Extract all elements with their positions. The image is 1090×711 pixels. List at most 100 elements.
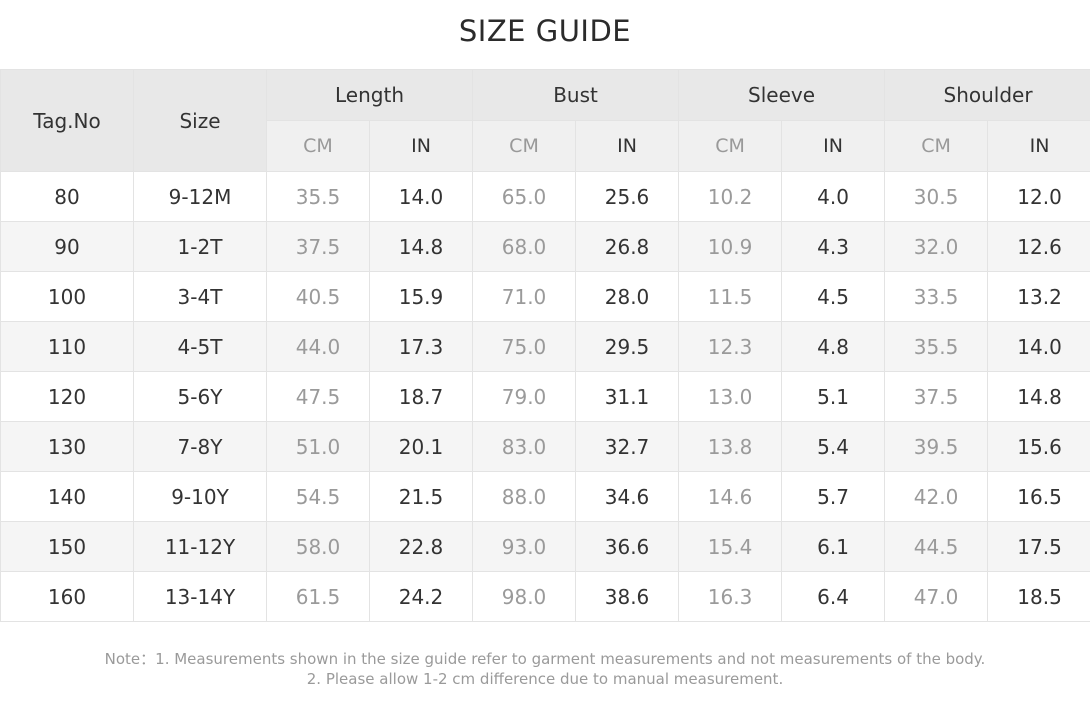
cell-size: 9-10Y xyxy=(133,471,267,522)
cell-length-cm: 58.0 xyxy=(266,521,370,572)
table-row: 110 4-5T 44.0 17.3 75.0 29.5 12.3 4.8 35.5 14.0 xyxy=(0,321,1090,372)
cell-sleeve-cm: 16.3 xyxy=(678,571,783,622)
cell-tag-no: 100 xyxy=(0,271,134,322)
cell-sleeve-cm: 10.2 xyxy=(678,171,783,222)
cell-size: 4-5T xyxy=(133,321,267,372)
cell-size: 13-14Y xyxy=(133,571,267,622)
cell-shoulder-cm: 44.5 xyxy=(884,521,989,572)
header-sleeve-cm: CM xyxy=(678,120,783,172)
cell-sleeve-in: 5.1 xyxy=(781,371,886,422)
cell-length-in: 24.2 xyxy=(368,571,474,622)
cell-sleeve-cm: 12.3 xyxy=(678,321,783,372)
cell-shoulder-in: 12.6 xyxy=(987,221,1090,272)
cell-sleeve-in: 4.8 xyxy=(781,321,886,372)
cell-sleeve-in: 6.4 xyxy=(781,571,886,622)
cell-bust-in: 31.1 xyxy=(575,371,680,422)
cell-shoulder-in: 13.2 xyxy=(987,271,1090,322)
table-row: 90 1-2T 37.5 14.8 68.0 26.8 10.9 4.3 32.0 12.6 xyxy=(0,221,1090,272)
header-length: Length xyxy=(265,69,474,121)
cell-tag-no: 80 xyxy=(0,171,134,222)
cell-bust-in: 28.0 xyxy=(575,271,680,322)
cell-length-in: 20.1 xyxy=(368,421,474,472)
size-table: Tag.No Size Length Bust Sleeve Shoulder … xyxy=(0,69,1090,622)
cell-bust-in: 32.7 xyxy=(575,421,680,472)
cell-length-cm: 40.5 xyxy=(266,271,370,322)
header-shoulder-cm: CM xyxy=(884,120,989,172)
cell-shoulder-cm: 47.0 xyxy=(884,571,989,622)
cell-bust-cm: 65.0 xyxy=(472,171,577,222)
cell-size: 9-12M xyxy=(133,171,267,222)
cell-length-cm: 47.5 xyxy=(266,371,370,422)
cell-shoulder-in: 17.5 xyxy=(987,521,1090,572)
cell-sleeve-cm: 13.0 xyxy=(678,371,783,422)
cell-bust-cm: 68.0 xyxy=(472,221,577,272)
cell-length-cm: 61.5 xyxy=(266,571,370,622)
cell-shoulder-cm: 30.5 xyxy=(884,171,989,222)
table-row: 140 9-10Y 54.5 21.5 88.0 34.6 14.6 5.7 42.0 16.5 xyxy=(0,471,1090,522)
table-row: 120 5-6Y 47.5 18.7 79.0 31.1 13.0 5.1 37.5 14.8 xyxy=(0,371,1090,422)
cell-sleeve-in: 4.3 xyxy=(781,221,886,272)
cell-sleeve-in: 5.4 xyxy=(781,421,886,472)
cell-bust-cm: 75.0 xyxy=(472,321,577,372)
cell-tag-no: 110 xyxy=(0,321,134,372)
cell-size: 7-8Y xyxy=(133,421,267,472)
cell-length-in: 18.7 xyxy=(368,371,474,422)
cell-length-cm: 44.0 xyxy=(266,321,370,372)
cell-length-cm: 54.5 xyxy=(266,471,370,522)
page-title: SIZE GUIDE xyxy=(458,14,632,48)
cell-size: 3-4T xyxy=(133,271,267,322)
cell-size: 1-2T xyxy=(133,221,267,272)
cell-shoulder-in: 14.8 xyxy=(987,371,1090,422)
cell-shoulder-cm: 37.5 xyxy=(884,371,989,422)
header-length-in: IN xyxy=(368,120,474,172)
cell-shoulder-cm: 42.0 xyxy=(884,471,989,522)
header-shoulder-in: IN xyxy=(987,120,1090,172)
cell-sleeve-in: 4.5 xyxy=(781,271,886,322)
cell-bust-cm: 98.0 xyxy=(472,571,577,622)
cell-sleeve-cm: 14.6 xyxy=(678,471,783,522)
cell-bust-in: 36.6 xyxy=(575,521,680,572)
cell-tag-no: 120 xyxy=(0,371,134,422)
table-row: 80 9-12M 35.5 14.0 65.0 25.6 10.2 4.0 30.5 12.0 xyxy=(0,171,1090,222)
cell-sleeve-cm: 13.8 xyxy=(678,421,783,472)
cell-bust-cm: 79.0 xyxy=(472,371,577,422)
cell-length-in: 14.8 xyxy=(368,221,474,272)
cell-sleeve-in: 5.7 xyxy=(781,471,886,522)
cell-tag-no: 140 xyxy=(0,471,134,522)
header-bust: Bust xyxy=(472,69,680,121)
cell-size: 5-6Y xyxy=(133,371,267,422)
cell-shoulder-in: 15.6 xyxy=(987,421,1090,472)
note-line-2: 2. Please allow 1-2 cm difference due to… xyxy=(306,670,784,688)
header-sleeve-in: IN xyxy=(781,120,886,172)
cell-shoulder-cm: 32.0 xyxy=(884,221,989,272)
cell-length-in: 14.0 xyxy=(368,171,474,222)
cell-length-in: 21.5 xyxy=(368,471,474,522)
cell-shoulder-in: 16.5 xyxy=(987,471,1090,522)
size-table-body: 80 9-12M 35.5 14.0 65.0 25.6 10.2 4.0 30.5 12.0 90… xyxy=(0,171,1090,622)
cell-shoulder-in: 14.0 xyxy=(987,321,1090,372)
cell-length-in: 17.3 xyxy=(368,321,474,372)
table-row: 100 3-4T 40.5 15.9 71.0 28.0 11.5 4.5 33.5 13.2 xyxy=(0,271,1090,322)
cell-bust-in: 29.5 xyxy=(575,321,680,372)
table-row: 130 7-8Y 51.0 20.1 83.0 32.7 13.8 5.4 39.5 15.6 xyxy=(0,421,1090,472)
header-size: Size xyxy=(133,69,267,172)
cell-length-in: 22.8 xyxy=(368,521,474,572)
cell-bust-cm: 83.0 xyxy=(472,421,577,472)
header-tag-no: Tag.No xyxy=(0,69,134,172)
cell-sleeve-cm: 15.4 xyxy=(678,521,783,572)
cell-bust-in: 26.8 xyxy=(575,221,680,272)
header-shoulder: Shoulder xyxy=(884,69,1090,121)
cell-shoulder-in: 18.5 xyxy=(987,571,1090,622)
cell-shoulder-cm: 33.5 xyxy=(884,271,989,322)
cell-length-in: 15.9 xyxy=(368,271,474,322)
cell-shoulder-cm: 39.5 xyxy=(884,421,989,472)
cell-bust-in: 38.6 xyxy=(575,571,680,622)
cell-length-cm: 35.5 xyxy=(266,171,370,222)
cell-tag-no: 90 xyxy=(0,221,134,272)
cell-tag-no: 130 xyxy=(0,421,134,472)
header-sleeve: Sleeve xyxy=(678,69,886,121)
header-length-cm: CM xyxy=(266,120,370,172)
note-line-1: Note：1. Measurements shown in the size g… xyxy=(104,650,986,668)
cell-sleeve-cm: 11.5 xyxy=(678,271,783,322)
